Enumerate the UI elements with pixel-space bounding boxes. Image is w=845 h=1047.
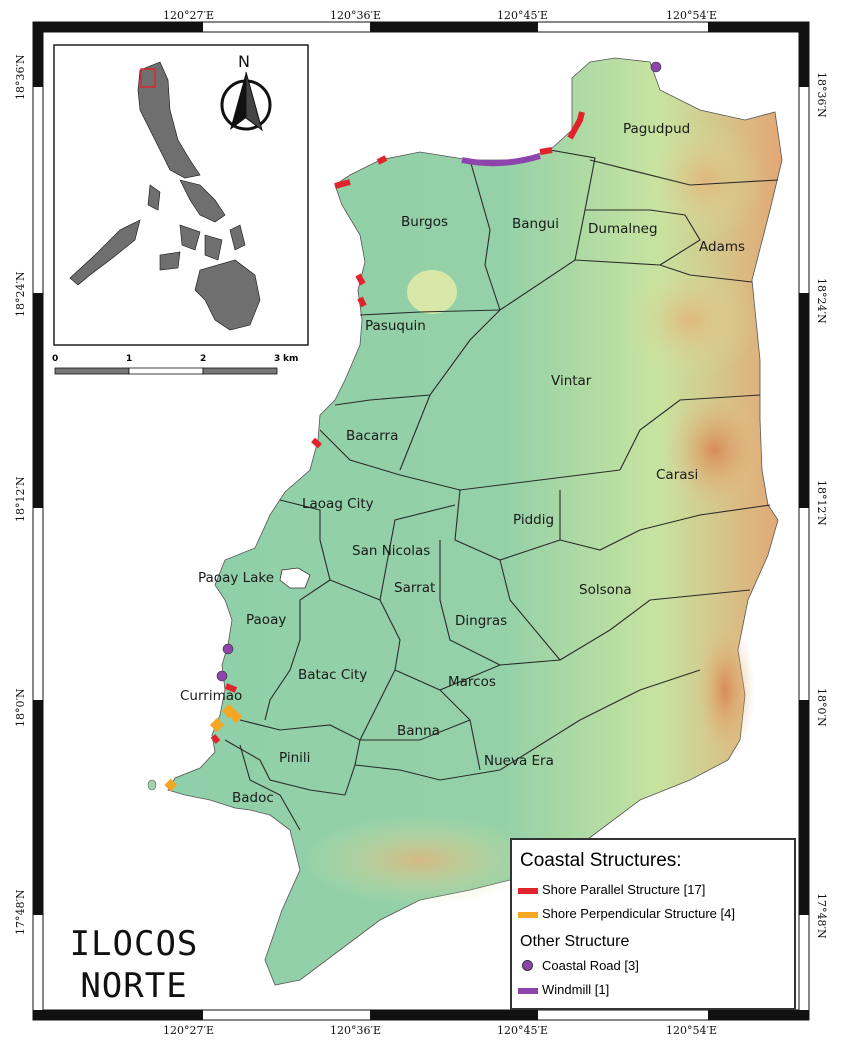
municipality-laoag-city: Laoag City [302,496,374,512]
lat-label-left-4: 18°0′N [14,688,27,727]
relief-adams-highlands [645,120,765,240]
lon-label-bottom-2: 120°36′E [330,1024,382,1037]
municipality-paoay: Paoay [246,612,287,628]
lat-label-right-2: 18°24′N [815,278,828,324]
scale-tick-1: 1 [126,354,133,364]
relief-burgos-patch [407,270,457,314]
map-title-line1: ILOCOS [69,924,199,964]
lon-label-bottom-4: 120°54′E [666,1024,718,1037]
lon-label-top-1: 120°27′E [163,9,215,22]
lat-label-right-3: 18°12′N [815,480,828,526]
paoay-lake-label: Paoay Lake [198,570,275,586]
lon-label-bottom-3: 120°45′E [497,1024,549,1037]
legend-heading-coastal: Coastal Structures: [520,850,682,871]
lat-label-right-1: 18°36′N [815,72,828,118]
paoay-lake [279,567,311,589]
municipality-solsona: Solsona [579,582,632,598]
windmill-structure [461,153,541,167]
inset-location-marker [140,68,156,88]
map-title-line2: NORTE [80,966,188,1006]
municipality-piddig: Piddig [513,512,555,528]
municipality-marcos: Marcos [448,674,496,690]
municipality-vintar: Vintar [551,373,592,389]
legend-label-shore-parallel: Shore Parallel Structure [17] [542,882,706,897]
municipality-bangui: Bangui [512,216,559,232]
municipality-pinili: Pinili [279,750,311,766]
relief-nuevaera-highlands [695,620,755,760]
north-arrow-label: N [238,52,250,71]
municipality-san-nicolas: San Nicolas [352,543,431,559]
municipality-burgos: Burgos [401,214,448,230]
municipality-dingras: Dingras [455,613,508,629]
lon-label-bottom-1: 120°27′E [163,1024,215,1037]
municipality-carasi: Carasi [656,467,699,483]
scale-tick-0: 0 [52,354,59,364]
coastal-road-markers [216,61,662,682]
municipality-currimao: Currimao [180,688,243,704]
municipality-banna: Banna [397,723,440,739]
legend-swatch-coastal-road [522,960,533,971]
municipality-badoc: Badoc [232,790,274,806]
municipality-nueva-era: Nueva Era [484,753,554,769]
scale-tick-2: 2 [200,354,207,364]
relief-vintar-highlands [620,260,760,380]
scale-unit: km [283,354,299,364]
scale-tick-3: 3 [274,354,281,364]
shore-parallel-structures [210,111,585,744]
legend-box: Coastal Structures: Shore Parallel Struc… [510,838,796,1010]
municipal-boundaries [224,149,779,831]
relief-south-highlands [300,815,540,905]
lat-label-right-5: 17°48′N [815,893,828,939]
coastal-islet [147,779,157,791]
legend-swatch-shore-perpendicular [518,912,538,918]
legend-swatch-shore-parallel [518,888,538,894]
north-arrow-icon [220,71,272,132]
legend-label-coastal-road: Coastal Road [3] [542,958,639,973]
lat-label-left-3: 18°12′N [14,476,27,522]
lon-label-top-2: 120°36′E [330,9,382,22]
municipality-dumalneg: Dumalneg [588,221,658,237]
lat-label-right-4: 18°0′N [815,688,828,727]
municipality-adams: Adams [699,239,746,255]
lat-label-left-1: 18°36′N [14,54,27,100]
inset-map-box [53,44,309,346]
municipality-pasuquin: Pasuquin [365,318,426,334]
lat-label-left-2: 18°24′N [14,271,27,317]
municipality-sarrat: Sarrat [394,580,436,596]
lat-label-left-5: 17°48′N [14,889,27,935]
lon-label-top-4: 120°54′E [666,9,718,22]
legend-swatch-windmill [518,988,538,994]
lon-label-top-3: 120°45′E [497,9,549,22]
legend-heading-other: Other Structure [520,933,630,950]
relief-carasi-highlands [665,390,765,510]
municipality-batac-city: Batac City [298,667,368,683]
inset-philippines-shape [69,61,261,331]
legend-label-shore-perpendicular: Shore Perpendicular Structure [4] [542,906,735,921]
municipality-pagudpud: Pagudpud [623,121,691,137]
frame-border-blocks [33,22,809,1020]
municipality-bacarra: Bacarra [346,428,399,444]
legend-label-windmill: Windmill [1] [542,982,610,997]
scale-bar [54,367,278,375]
